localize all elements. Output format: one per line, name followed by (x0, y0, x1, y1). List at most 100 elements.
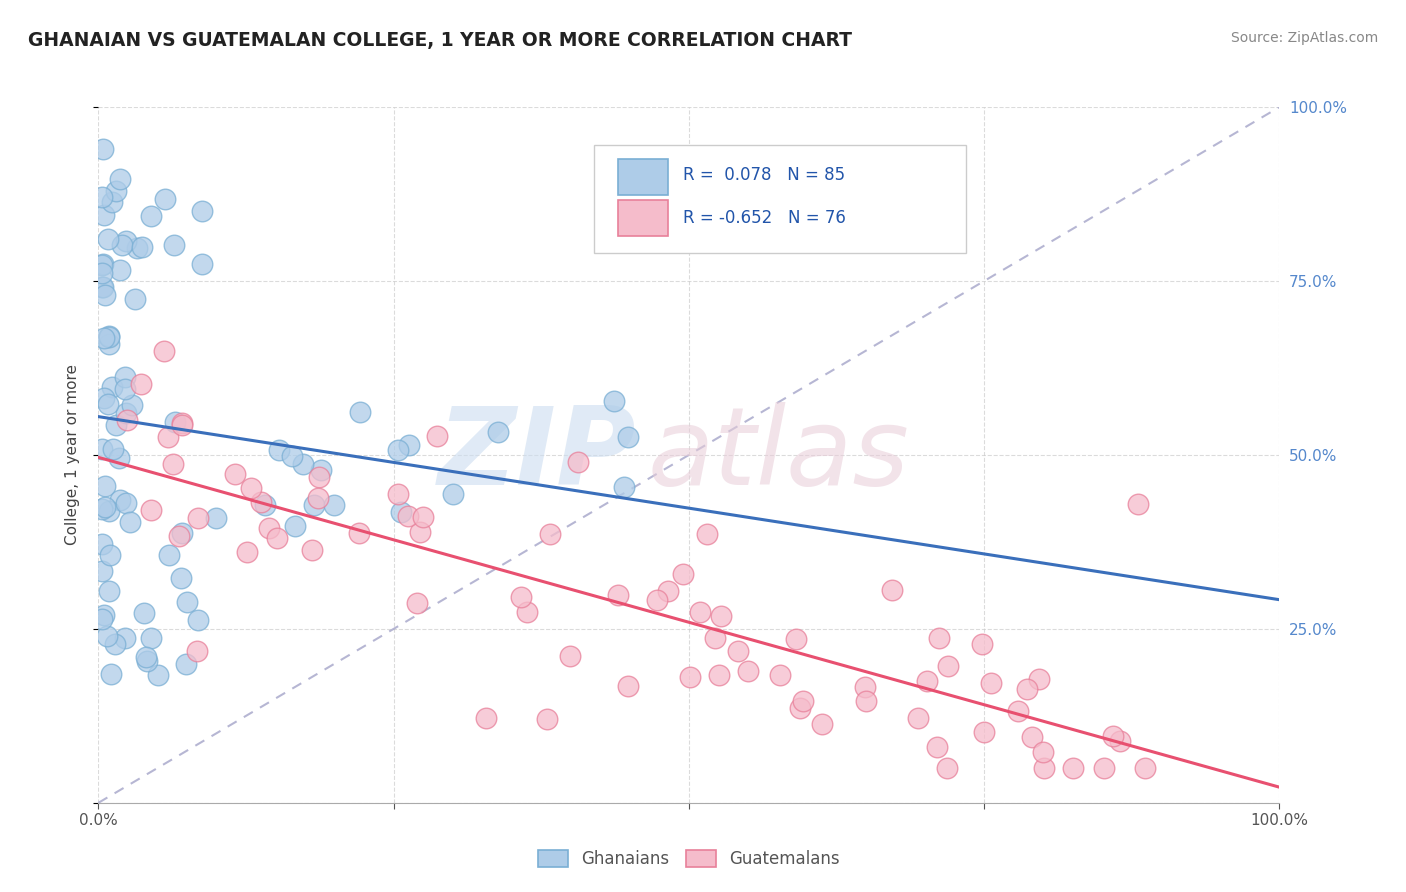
Point (1015, 682, 1038, 697)
Point (93, 608, 115, 623)
Point (170, 416, 193, 430)
Point (406, 596, 429, 610)
Point (129, 377, 152, 392)
Point (114, 234, 136, 248)
Point (657, 583, 679, 598)
Point (1109, 733, 1132, 747)
Point (389, 506, 412, 520)
Point (603, 394, 626, 409)
Point (980, 676, 1002, 690)
Point (131, 240, 153, 254)
Point (236, 545, 259, 559)
Point (190, 203, 212, 218)
Point (475, 711, 498, 725)
Text: Source: ZipAtlas.com: Source: ZipAtlas.com (1230, 31, 1378, 45)
Point (928, 632, 950, 646)
Point (387, 487, 409, 501)
Text: ZIP: ZIP (437, 402, 636, 508)
Point (302, 498, 325, 512)
Point (136, 654, 159, 668)
Point (98, 584, 121, 599)
Point (1021, 730, 1043, 744)
Point (97, 504, 120, 518)
Point (810, 717, 832, 731)
Point (115, 496, 138, 510)
Point (111, 237, 134, 252)
Point (936, 659, 959, 673)
Text: GHANAIAN VS GUATEMALAN COLLEGE, 1 YEAR OR MORE CORRELATION CHART: GHANAIAN VS GUATEMALAN COLLEGE, 1 YEAR O… (28, 31, 852, 50)
Point (163, 238, 186, 252)
Legend: Ghanaians, Guatemalans: Ghanaians, Guatemalans (531, 843, 846, 874)
Point (349, 405, 371, 419)
Point (612, 480, 634, 494)
Point (104, 185, 127, 199)
Point (441, 487, 464, 501)
Point (679, 670, 702, 684)
Point (707, 668, 730, 682)
Point (907, 711, 929, 725)
Point (509, 590, 531, 604)
Point (1032, 745, 1054, 759)
Point (108, 263, 131, 277)
Point (1032, 761, 1054, 775)
Point (617, 679, 640, 693)
Point (93, 331, 115, 345)
Point (266, 532, 288, 546)
Point (169, 529, 191, 543)
Point (93, 208, 115, 222)
Point (115, 406, 138, 420)
Point (536, 712, 558, 726)
Point (114, 631, 136, 645)
Point (347, 526, 370, 541)
Point (1028, 672, 1050, 686)
Point (617, 430, 640, 444)
Point (176, 595, 198, 609)
Point (915, 673, 938, 688)
Point (108, 172, 131, 186)
Point (187, 613, 209, 627)
Point (281, 449, 304, 463)
Point (412, 509, 434, 524)
Point (792, 694, 814, 708)
Point (91, 502, 114, 516)
Point (607, 588, 630, 602)
Point (101, 442, 124, 456)
Point (1007, 704, 1029, 718)
Point (426, 428, 449, 442)
Point (127, 241, 149, 255)
Point (91, 612, 114, 626)
Point (284, 519, 307, 533)
Point (301, 543, 323, 558)
Point (309, 463, 332, 477)
Point (110, 493, 132, 508)
Point (91, 564, 114, 578)
Point (165, 415, 187, 429)
Point (101, 380, 124, 394)
Point (191, 257, 214, 271)
Text: R =  0.078   N = 85: R = 0.078 N = 85 (683, 166, 845, 185)
Point (538, 527, 561, 541)
Point (973, 725, 995, 739)
FancyBboxPatch shape (619, 200, 668, 235)
Point (120, 516, 142, 530)
Point (689, 605, 711, 619)
Point (98, 329, 121, 343)
Point (269, 443, 291, 458)
Point (170, 571, 193, 585)
Point (253, 498, 276, 512)
Point (91, 442, 114, 456)
Point (146, 667, 169, 681)
Point (139, 210, 162, 224)
Point (91, 280, 114, 294)
Point (307, 491, 329, 505)
Point (204, 511, 226, 525)
Point (387, 443, 409, 458)
Point (153, 193, 176, 207)
Point (157, 430, 180, 444)
Y-axis label: College, 1 year or more: College, 1 year or more (65, 365, 80, 545)
Point (162, 457, 184, 471)
Point (1092, 761, 1115, 775)
Point (710, 608, 733, 623)
Point (114, 382, 136, 396)
Point (91, 266, 114, 280)
